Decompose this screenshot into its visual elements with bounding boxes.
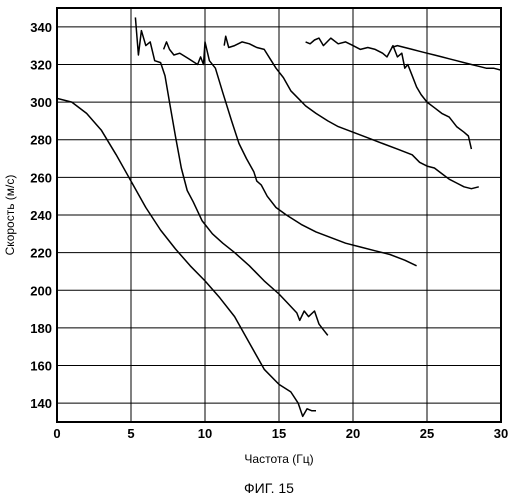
y-tick-label: 220 <box>30 246 52 261</box>
x-tick-label: 15 <box>272 426 286 441</box>
x-axis-label: Частота (Гц) <box>244 452 313 466</box>
y-tick-label: 160 <box>30 359 52 374</box>
y-tick-label: 200 <box>30 283 52 298</box>
x-tick-label: 30 <box>494 426 508 441</box>
series-line-2 <box>135 17 327 335</box>
x-tick-label: 0 <box>53 426 60 441</box>
x-tick-label: 25 <box>420 426 434 441</box>
series-group <box>57 17 512 416</box>
y-tick-labels: 140 160 180 200 220 240 260 280 300 320 340 <box>30 20 52 411</box>
y-tick-label: 180 <box>30 321 52 336</box>
grid <box>57 8 501 422</box>
series-line-5 <box>306 38 472 149</box>
series-line-1 <box>57 98 316 416</box>
y-tick-label: 280 <box>30 133 52 148</box>
x-tick-labels: 0 5 10 15 20 25 30 <box>53 426 508 441</box>
y-axis-label: Скорость (м/с) <box>3 175 17 256</box>
x-tick-label: 10 <box>198 426 212 441</box>
x-tick-label: 20 <box>346 426 360 441</box>
y-tick-label: 340 <box>30 20 52 35</box>
y-tick-label: 140 <box>30 396 52 411</box>
figure-caption: ФИГ. 15 <box>244 480 294 496</box>
y-tick-label: 260 <box>30 170 52 185</box>
y-tick-label: 240 <box>30 208 52 223</box>
series-line-6 <box>392 46 512 82</box>
series-line-3 <box>164 42 417 266</box>
y-tick-label: 320 <box>30 57 52 72</box>
x-tick-label: 5 <box>127 426 134 441</box>
y-tick-label: 300 <box>30 95 52 110</box>
